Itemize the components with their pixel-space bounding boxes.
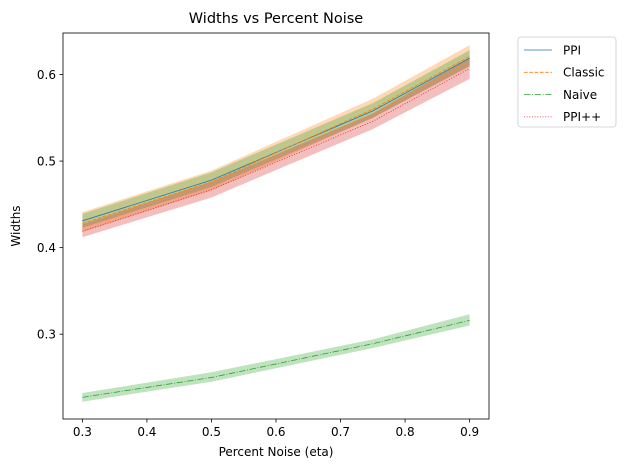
x-tick-label: 0.9 <box>460 425 479 439</box>
y-tick-label: 0.3 <box>37 327 56 341</box>
series-lines <box>82 56 470 398</box>
band-classic <box>82 45 470 233</box>
line-ppiplusplus <box>82 68 470 232</box>
line-naive <box>82 319 470 398</box>
x-axis: 0.3 0.4 0.5 0.6 0.7 0.8 0.9 <box>73 419 479 439</box>
x-tick-label: 0.6 <box>266 425 285 439</box>
y-axis: 0.3 0.4 0.5 0.6 <box>37 68 63 341</box>
line-classic <box>82 56 470 224</box>
x-tick-label: 0.5 <box>202 425 221 439</box>
confidence-bands <box>82 45 470 402</box>
x-tick-label: 0.7 <box>331 425 350 439</box>
y-tick-label: 0.6 <box>37 68 56 82</box>
legend: PPI Classic Naive PPI++ <box>517 36 617 128</box>
legend-label: PPI <box>563 43 581 57</box>
chart-title: Widths vs Percent Noise <box>189 11 364 27</box>
legend-label: Naive <box>563 88 597 102</box>
legend-frame <box>517 36 617 128</box>
y-tick-label: 0.5 <box>37 154 56 168</box>
y-tick-label: 0.4 <box>37 241 56 255</box>
band-naive <box>82 314 470 402</box>
x-tick-label: 0.4 <box>137 425 156 439</box>
x-axis-label: Percent Noise (eta) <box>219 445 334 459</box>
legend-label: PPI++ <box>563 110 601 124</box>
legend-label: Classic <box>563 66 605 80</box>
y-axis-label: Widths <box>9 205 23 246</box>
x-tick-label: 0.8 <box>396 425 415 439</box>
band-ppi <box>82 50 470 228</box>
x-tick-label: 0.3 <box>73 425 92 439</box>
